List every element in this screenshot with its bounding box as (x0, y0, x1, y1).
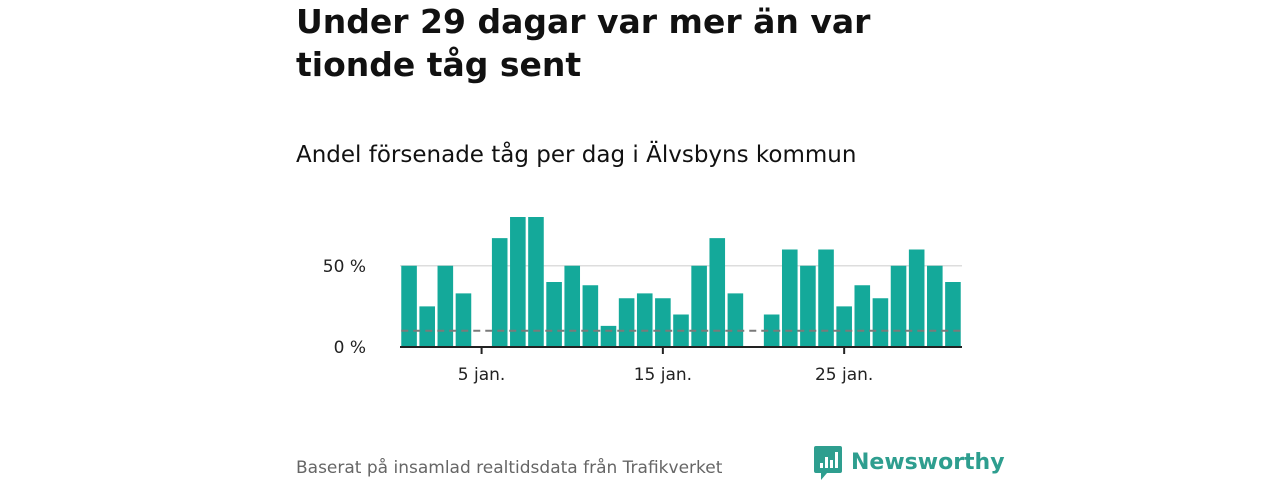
bar-day-30 (927, 265, 943, 347)
chart-subtitle: Andel försenade tåg per dag i Älvsbyns k… (296, 142, 857, 168)
bar-day-18 (709, 238, 726, 348)
x-tick-label: 5 jan. (458, 365, 506, 385)
bar-day-4 (455, 293, 472, 348)
bar-day-11 (582, 285, 599, 347)
chart-headline: Under 29 dagar var mer än var tionde tåg… (296, 2, 871, 84)
bar-day-1 (401, 265, 417, 347)
bar-day-9 (546, 282, 562, 347)
newsworthy-logo-icon (814, 446, 842, 480)
bar-day-21 (763, 314, 780, 347)
x-tick-label: 25 jan. (815, 365, 873, 385)
brand-logo[interactable]: Newsworthy (814, 446, 1005, 480)
bar-day-13 (618, 298, 635, 347)
bar-day-3 (437, 265, 454, 347)
bar-day-15 (655, 298, 671, 347)
bar-day-7 (510, 217, 526, 347)
bar-day-25 (836, 306, 852, 348)
bar-day-26 (854, 285, 871, 347)
bar-day-28 (890, 265, 907, 347)
y-tick-label: 0 % (334, 338, 366, 358)
x-tick-label: 15 jan. (634, 365, 692, 385)
y-tick-label: 50 % (323, 257, 366, 277)
bar-day-8 (528, 217, 544, 347)
bar-day-10 (564, 265, 581, 347)
brand-name: Newsworthy (851, 450, 1005, 475)
bar-day-17 (691, 265, 707, 347)
bar-day-29 (908, 249, 925, 347)
bar-day-6 (491, 238, 508, 348)
bar-chart: 0 % 50 % 5 jan. 15 jan. 25 jan. (323, 217, 962, 385)
bar-day-24 (818, 249, 834, 347)
axes (400, 346, 962, 354)
bar-day-22 (781, 249, 798, 347)
bar-day-2 (419, 306, 435, 348)
bar-day-31 (945, 282, 961, 347)
bar-day-14 (636, 293, 653, 348)
bars (401, 217, 961, 348)
bar-day-23 (800, 265, 816, 347)
bar-day-27 (872, 298, 889, 347)
source-note: Baserat på insamlad realtidsdata från Tr… (296, 458, 723, 478)
tick-labels: 0 % 50 % 5 jan. 15 jan. 25 jan. (323, 257, 874, 385)
bar-day-19 (727, 293, 744, 348)
bar-day-12 (600, 325, 617, 348)
